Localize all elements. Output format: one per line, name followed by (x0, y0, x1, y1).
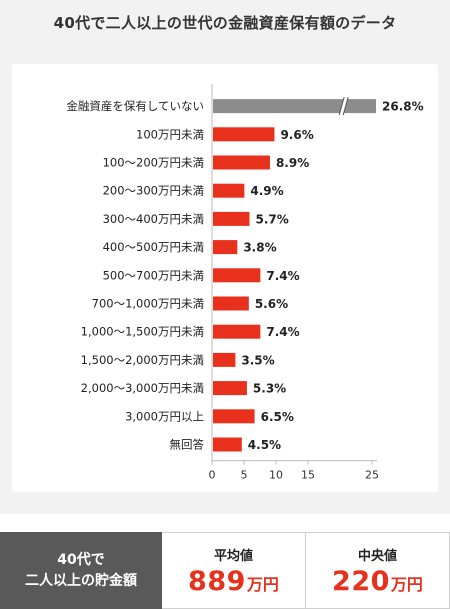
axis-break-line (342, 96, 349, 116)
summary-label-line2: 二人以上の貯金額 (25, 572, 137, 589)
category-label: 無回答 (170, 438, 205, 452)
savings-summary: 40代で 二人以上の貯金額 平均値 889万円 中央値 220万円 (0, 532, 450, 609)
summary-label-line1: 40代で (57, 551, 105, 568)
category-label: 1,000～1,500万円未満 (81, 325, 204, 339)
bar (213, 240, 238, 255)
bar (213, 437, 242, 452)
axis-break-mark (339, 97, 349, 116)
chart-card: 金融資産を保有していない 26.8% 100万円未満 9.6% 100～200万円未満 8… (12, 64, 438, 492)
bar (213, 352, 236, 367)
bar (213, 155, 270, 170)
value-label: 5.7% (255, 212, 288, 226)
average-value: 889万円 (188, 566, 279, 597)
bar (213, 211, 250, 226)
value-label: 5.6% (255, 297, 288, 311)
category-label: 2,000～3,000万円未満 (81, 381, 204, 395)
median-unit: 万円 (390, 574, 423, 594)
value-label: 3.8% (243, 241, 276, 255)
bar (213, 409, 255, 424)
category-label: 200～300万円未満 (103, 184, 204, 198)
median-label: 中央値 (357, 548, 397, 564)
average-box: 平均値 889万円 (162, 532, 306, 609)
bar (213, 381, 247, 396)
value-label: 26.8% (382, 100, 424, 114)
average-unit: 万円 (246, 574, 279, 594)
value-label: 9.6% (280, 128, 313, 142)
x-tick-label: 10 (269, 469, 283, 482)
x-tick-label: 5 (241, 469, 248, 482)
bar (213, 183, 245, 198)
category-label: 500～700万円未満 (103, 268, 204, 282)
bar (213, 296, 249, 311)
value-label: 5.3% (253, 382, 286, 396)
category-label: 1,500～2,000万円未満 (81, 353, 204, 367)
value-label: 4.9% (250, 184, 283, 198)
bar (213, 324, 261, 339)
category-label: 金融資産を保有していない (66, 99, 204, 113)
category-label: 700～1,000万円未満 (92, 297, 204, 311)
chart-panel: 金融資産を保有していない 26.8% 100万円未満 9.6% 100～200万円未満 8… (0, 44, 450, 514)
value-label: 3.5% (241, 353, 274, 367)
median-number: 220 (332, 565, 390, 597)
bar (213, 268, 261, 283)
median-box: 中央値 220万円 (306, 532, 450, 609)
value-label: 8.9% (276, 156, 309, 170)
x-tick-label: 25 (365, 469, 379, 482)
x-tick-label: 0 (209, 469, 216, 482)
bar (213, 127, 275, 142)
average-number: 889 (188, 565, 246, 597)
category-label: 100～200万円未満 (103, 156, 204, 170)
summary-label: 40代で 二人以上の貯金額 (0, 532, 162, 609)
x-tick-label: 15 (301, 469, 315, 482)
value-label: 7.4% (266, 269, 299, 283)
average-label: 平均値 (213, 548, 253, 564)
category-label: 3,000万円以上 (125, 409, 204, 423)
value-label: 4.5% (248, 438, 281, 452)
bar-chart: 金融資産を保有していない 26.8% 100万円未満 9.6% 100～200万円未満 8… (66, 84, 424, 482)
broken-bar (213, 99, 376, 114)
axis-break-line (338, 96, 345, 116)
chart-title: 40代で二人以上の世代の金融資産保有額のデータ (53, 13, 397, 32)
category-label: 400～500万円未満 (103, 240, 204, 254)
category-label: 100万円未満 (136, 127, 204, 141)
chart-header: 40代で二人以上の世代の金融資産保有額のデータ (0, 0, 450, 44)
median-value: 220万円 (332, 566, 423, 597)
value-label: 6.5% (261, 410, 294, 424)
value-label: 7.4% (266, 325, 299, 339)
category-label: 300～400万円未満 (103, 212, 204, 226)
